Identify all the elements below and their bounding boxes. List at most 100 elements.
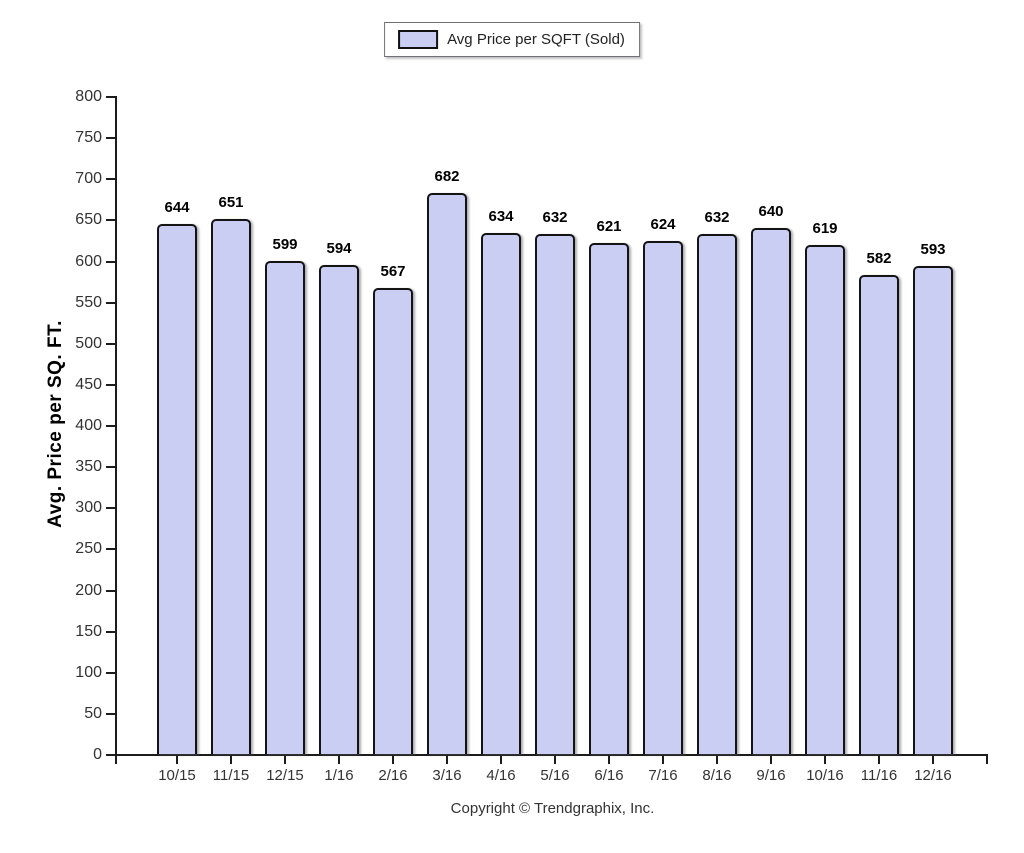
x-tick: [824, 756, 826, 764]
bar: [697, 234, 737, 754]
y-tick: [106, 466, 115, 469]
x-tick-label: 1/16: [324, 767, 354, 784]
y-tick: [106, 96, 115, 98]
bar-value-label: 632: [542, 209, 568, 227]
x-tick-label: 4/16: [486, 767, 516, 784]
bar: [427, 193, 467, 754]
y-tick-label: 800: [75, 88, 102, 105]
x-tick: [770, 756, 772, 764]
legend-label: Avg Price per SQFT (Sold): [447, 31, 625, 48]
y-tick-label: 600: [75, 252, 102, 270]
y-tick-label: 0: [93, 746, 102, 763]
x-tick-label: 10/16: [806, 767, 844, 784]
y-tick-label: 250: [75, 540, 102, 558]
y-tick: [106, 589, 115, 592]
x-tick: [392, 756, 394, 764]
y-tick: [106, 301, 115, 304]
y-tick: [106, 342, 115, 345]
bar: [589, 243, 629, 754]
y-tick-label: 50: [84, 704, 102, 722]
y-tick-label: 750: [75, 129, 102, 147]
y-tick: [106, 754, 115, 756]
y-tick-label: 350: [75, 458, 102, 476]
bar-value-label: 599: [272, 236, 298, 254]
bar: [373, 287, 413, 754]
x-tick: [878, 756, 880, 764]
bar-value-label: 682: [434, 168, 460, 186]
x-tick: [500, 756, 502, 764]
x-tick: [932, 756, 934, 764]
x-tick-label: 3/16: [432, 767, 462, 784]
bar-value-label: 651: [218, 193, 244, 211]
y-tick-label: 700: [75, 170, 102, 188]
y-tick-label: 450: [75, 375, 102, 393]
x-tick: [446, 756, 448, 764]
bar-value-label: 619: [812, 219, 838, 237]
bar: [913, 266, 953, 754]
y-tick-label: 400: [75, 417, 102, 434]
y-tick-label: 200: [75, 581, 102, 599]
x-tick-label: 12/15: [266, 767, 304, 784]
bar-value-label: 621: [596, 218, 622, 236]
legend: Avg Price per SQFT (Sold): [384, 22, 640, 57]
y-tick: [106, 137, 115, 140]
bar-value-label: 640: [758, 202, 784, 220]
bar: [643, 240, 683, 754]
x-tick-label: 2/16: [378, 767, 408, 784]
x-tick: [176, 756, 178, 764]
bar: [751, 227, 791, 754]
x-tick: [608, 756, 610, 764]
bar: [481, 232, 521, 754]
bar-value-label: 634: [488, 207, 514, 225]
bar: [157, 224, 197, 754]
y-tick-label: 650: [75, 211, 102, 229]
x-tick: [716, 756, 718, 764]
y-tick: [106, 630, 115, 633]
x-tick-label: 5/16: [540, 767, 570, 784]
bar: [535, 234, 575, 754]
legend-swatch: [398, 30, 439, 49]
y-axis-line: [115, 96, 117, 756]
y-tick-label: 550: [75, 293, 102, 311]
x-tick-label: 8/16: [702, 767, 732, 784]
x-tick-label: 7/16: [648, 767, 678, 784]
y-tick-label: 150: [75, 622, 102, 640]
x-tick-label: 12/16: [914, 767, 952, 784]
x-axis-end-tick: [115, 756, 117, 764]
x-tick: [284, 756, 286, 764]
x-tick-label: 9/16: [756, 767, 786, 784]
y-tick: [106, 548, 115, 551]
bar: [859, 275, 899, 754]
copyright-text: Copyright © Trendgraphix, Inc.: [450, 800, 655, 817]
y-tick-label: 500: [75, 334, 102, 352]
y-tick: [106, 671, 115, 674]
bar: [265, 261, 305, 754]
x-tick: [230, 756, 232, 764]
bar: [211, 218, 251, 754]
x-tick: [554, 756, 556, 764]
bar: [319, 265, 359, 754]
y-tick: [106, 178, 115, 181]
y-tick: [106, 425, 115, 427]
bar-value-label: 594: [326, 240, 352, 258]
bar-value-label: 624: [650, 215, 676, 233]
bar-value-label: 567: [380, 262, 406, 280]
x-tick: [662, 756, 664, 764]
x-axis-line: [115, 754, 988, 756]
x-tick: [338, 756, 340, 764]
y-tick: [106, 383, 115, 386]
x-tick-label: 11/15: [212, 767, 250, 784]
bar-value-label: 644: [164, 199, 190, 217]
x-tick-label: 11/16: [860, 767, 898, 784]
x-tick-label: 10/15: [158, 767, 196, 784]
bar-value-label: 582: [866, 250, 892, 268]
bar-value-label: 632: [704, 209, 730, 227]
y-tick: [106, 507, 115, 510]
y-tick: [106, 712, 115, 715]
x-axis-end-tick: [986, 756, 988, 764]
x-tick-label: 6/16: [594, 767, 624, 784]
y-tick-label: 100: [75, 663, 102, 681]
bar-value-label: 593: [920, 241, 946, 259]
y-tick: [106, 260, 115, 263]
